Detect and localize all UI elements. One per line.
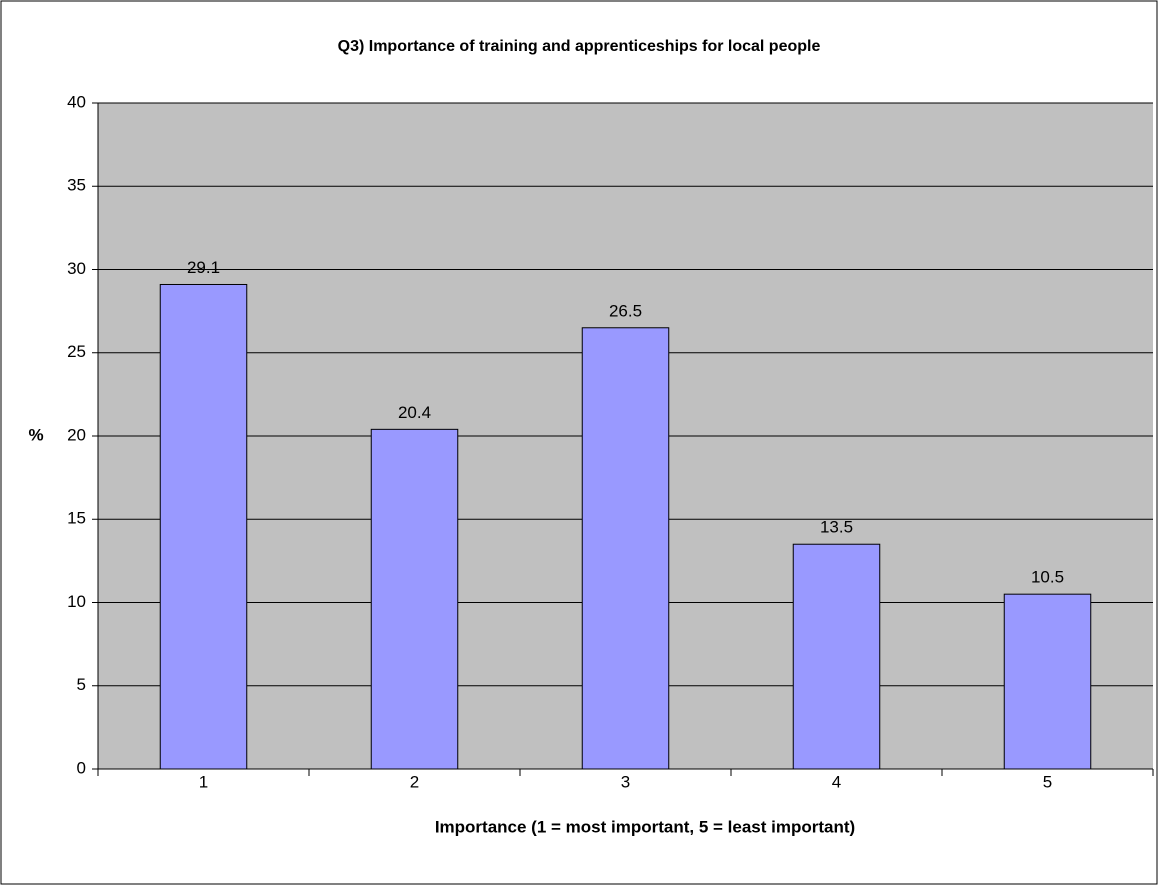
y-tick-label: 15 — [67, 509, 86, 528]
data-label: 20.4 — [398, 403, 431, 422]
y-tick-label: 40 — [67, 92, 86, 111]
bar — [159, 283, 248, 770]
y-axis-label: % — [28, 425, 43, 444]
x-tick-label: 2 — [410, 772, 419, 791]
data-label: 29.1 — [187, 258, 220, 277]
bar — [1003, 593, 1092, 770]
data-label: 13.5 — [820, 518, 853, 537]
bar — [370, 428, 459, 770]
x-tick-label: 1 — [199, 772, 208, 791]
bar — [792, 543, 881, 770]
y-tick-label: 20 — [67, 425, 86, 444]
y-tick-label: 30 — [67, 259, 86, 278]
y-tick-label: 35 — [67, 176, 86, 195]
x-axis-label: Importance (1 = most important, 5 = leas… — [435, 817, 855, 836]
bar — [581, 327, 670, 770]
y-tick-label: 25 — [67, 342, 86, 361]
y-tick-label: 5 — [77, 675, 86, 694]
y-tick-label: 10 — [67, 592, 86, 611]
data-label: 10.5 — [1031, 568, 1064, 587]
data-label: 26.5 — [609, 301, 642, 320]
y-tick-label: 0 — [77, 758, 86, 777]
x-tick-label: 4 — [832, 772, 841, 791]
x-tick-label: 5 — [1043, 772, 1052, 791]
chart-title: Q3) Importance of training and apprentic… — [338, 38, 821, 55]
x-tick-label: 3 — [621, 772, 630, 791]
